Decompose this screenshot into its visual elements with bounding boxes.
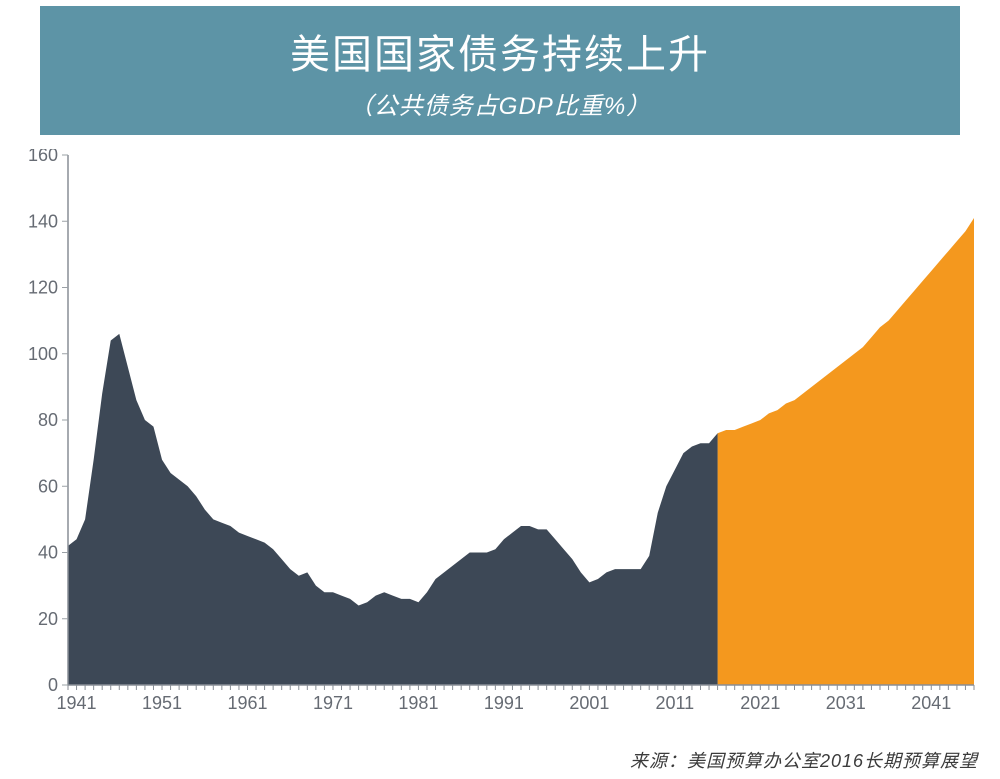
y-tick-label: 20 [38, 609, 58, 629]
x-tick-label: 1991 [484, 693, 524, 713]
y-tick-label: 120 [28, 278, 58, 298]
chart-header: 美国国家债务持续上升 （公共债务占GDP比重%） [40, 6, 960, 135]
y-tick-label: 80 [38, 410, 58, 430]
debt-area-chart: 0 20 40 60 80 100 120 140 160 1941 1951 1961 1971 198… [20, 149, 980, 719]
x-tick-label: 1951 [142, 693, 182, 713]
chart-title: 美国国家债务持续上升 [40, 22, 960, 80]
x-tick-label: 2001 [569, 693, 609, 713]
x-tick-label: 2031 [826, 693, 866, 713]
x-tick-label: 1981 [398, 693, 438, 713]
page: 美国国家债务持续上升 （公共债务占GDP比重%） 0 20 40 60 80 100 120… [0, 6, 1000, 779]
chart-svg: 0 20 40 60 80 100 120 140 160 1941 1951 1961 1971 198… [20, 149, 980, 719]
chart-subtitle: （公共债务占GDP比重%） [40, 86, 960, 121]
y-tick-label: 140 [28, 211, 58, 231]
y-tick-label: 160 [28, 149, 58, 165]
x-tick-label: 2041 [911, 693, 951, 713]
y-tick-label: 60 [38, 476, 58, 496]
x-tick-label: 1961 [227, 693, 267, 713]
x-tick-label: 1971 [313, 693, 353, 713]
x-tick-label: 2021 [740, 693, 780, 713]
source-caption: 来源：美国预算办公室2016长期预算展望 [630, 747, 978, 773]
y-tick-label: 40 [38, 543, 58, 563]
x-tick-label: 2011 [655, 693, 694, 713]
y-tick-label: 0 [48, 675, 58, 695]
x-tick-label: 1941 [57, 693, 97, 713]
y-tick-label: 100 [28, 344, 58, 364]
